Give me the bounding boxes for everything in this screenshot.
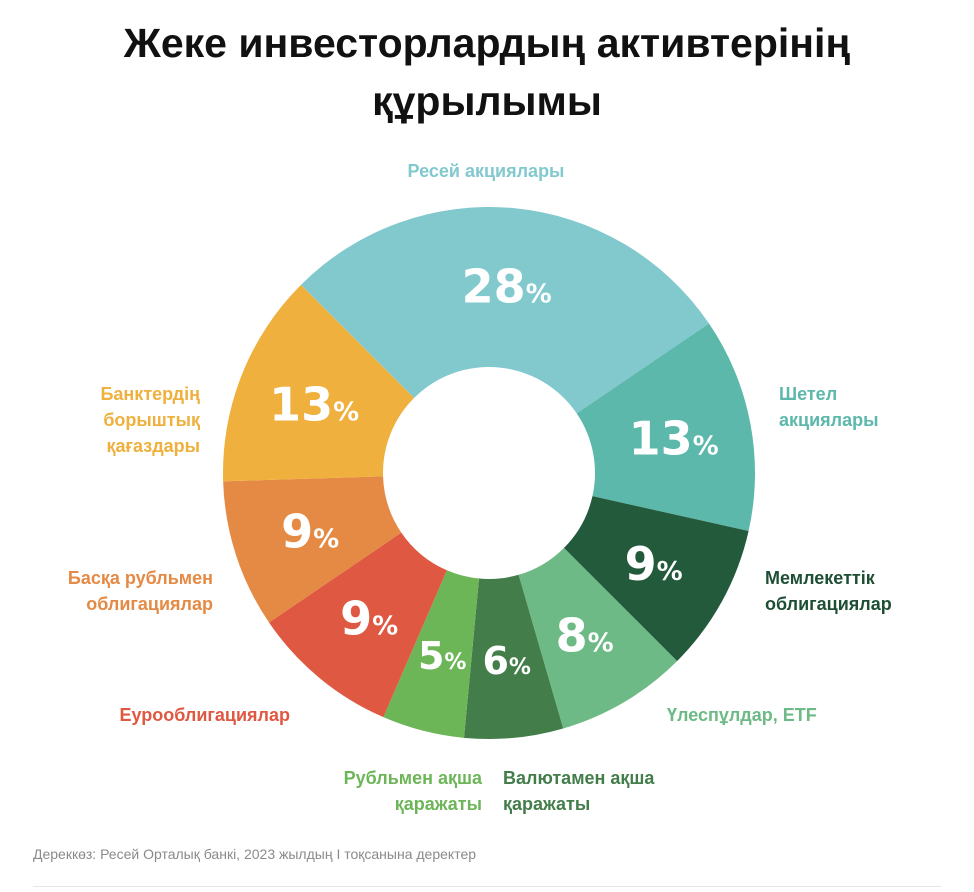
category-label-line: Шетел [779,384,837,404]
donut-slice [268,532,447,718]
category-label-line: Үлеспұлдар, ETF [667,705,817,725]
category-label: Банктердің борыштық қағаздары [100,384,200,456]
chart-title-line-1: Жеке инвесторлардың активтерінің [123,20,851,66]
donut-slice [563,496,749,662]
category-label-line: Ресей акциялары [408,161,565,181]
donut-slice [223,284,415,482]
chart-title: Жеке инвесторлардың активтерінің құрылым… [0,14,974,130]
donut-slice [518,547,678,729]
percent-sign: % [333,397,359,427]
percent-sign: % [526,279,552,309]
category-label: Валютамен ақша қаражаты [503,768,655,814]
source-note: Дереккөз: Ресей Орталық банкі, 2023 жылд… [33,846,477,862]
category-label-line: акциялары [779,410,878,430]
category-label-line: қаражаты [395,794,482,814]
category-label-line: қаражаты [503,794,590,814]
category-label: Мемлекеттік облигациялар [765,568,892,614]
category-label-line: Банктердің [100,384,200,404]
percent-label: 9% [340,591,398,645]
donut-slices [223,207,755,739]
percent-label: 13% [629,411,719,465]
percent-label: 13% [269,377,359,431]
category-label-line: Валютамен ақша [503,768,655,788]
percent-value: 13 [629,411,693,465]
percent-sign: % [509,655,531,680]
chart-title-line-2: құрылымы [372,78,602,124]
percent-value: 9 [281,505,313,559]
category-label: Шетел акциялары [779,384,878,430]
category-label: Басқа рубльмен облигациялар [68,568,213,614]
category-label-line: Рубльмен ақша [344,768,483,788]
percent-label: 28% [462,259,552,313]
percent-label: 6% [482,639,531,683]
percent-value: 6 [482,639,508,683]
category-label-line: Басқа рубльмен [68,568,213,588]
percent-value: 5 [418,634,444,678]
donut-slice [223,476,402,623]
category-label-line: облигациялар [86,594,213,614]
percent-value: 28 [462,259,526,313]
category-labels: Ресей акциялары Шетел акциялары Мемлекеттік… [68,161,892,814]
percent-value: 9 [340,591,372,645]
donut-slice [383,570,480,738]
category-label: Рубльмен ақша қаражаты [344,768,483,814]
category-label: Еурооблигациялар [119,705,290,725]
percent-value: 9 [625,537,657,591]
donut-slice [576,323,755,532]
percent-label: 5% [418,634,467,678]
percent-sign: % [444,650,466,675]
category-label-line: Еурооблигациялар [119,705,290,725]
category-label-line: Мемлекеттік [765,568,876,588]
category-label-line: қағаздары [107,436,201,456]
category-label: Үлеспұлдар, ETF [667,705,817,725]
percent-sign: % [313,525,339,555]
donut-slice [463,574,564,739]
percent-value: 13 [269,377,333,431]
donut-chart: 28%13%9%8%6%5%9%9%13% Ресей акцияларыШет… [68,161,892,814]
donut-slice [300,207,710,414]
percent-label: 9% [281,505,339,559]
percent-label: 8% [556,608,614,662]
percent-sign: % [372,611,398,641]
bottom-divider [33,886,941,887]
category-label-line: борыштық [103,410,201,430]
percent-sign: % [657,557,683,587]
percent-sign: % [693,431,719,461]
percent-label: 9% [625,537,683,591]
percent-labels: 28%13%9%8%6%5%9%9%13% [269,259,719,682]
category-label-line: облигациялар [765,594,892,614]
percent-sign: % [588,628,614,658]
category-label: Ресей акциялары [408,161,565,181]
percent-value: 8 [556,608,588,662]
